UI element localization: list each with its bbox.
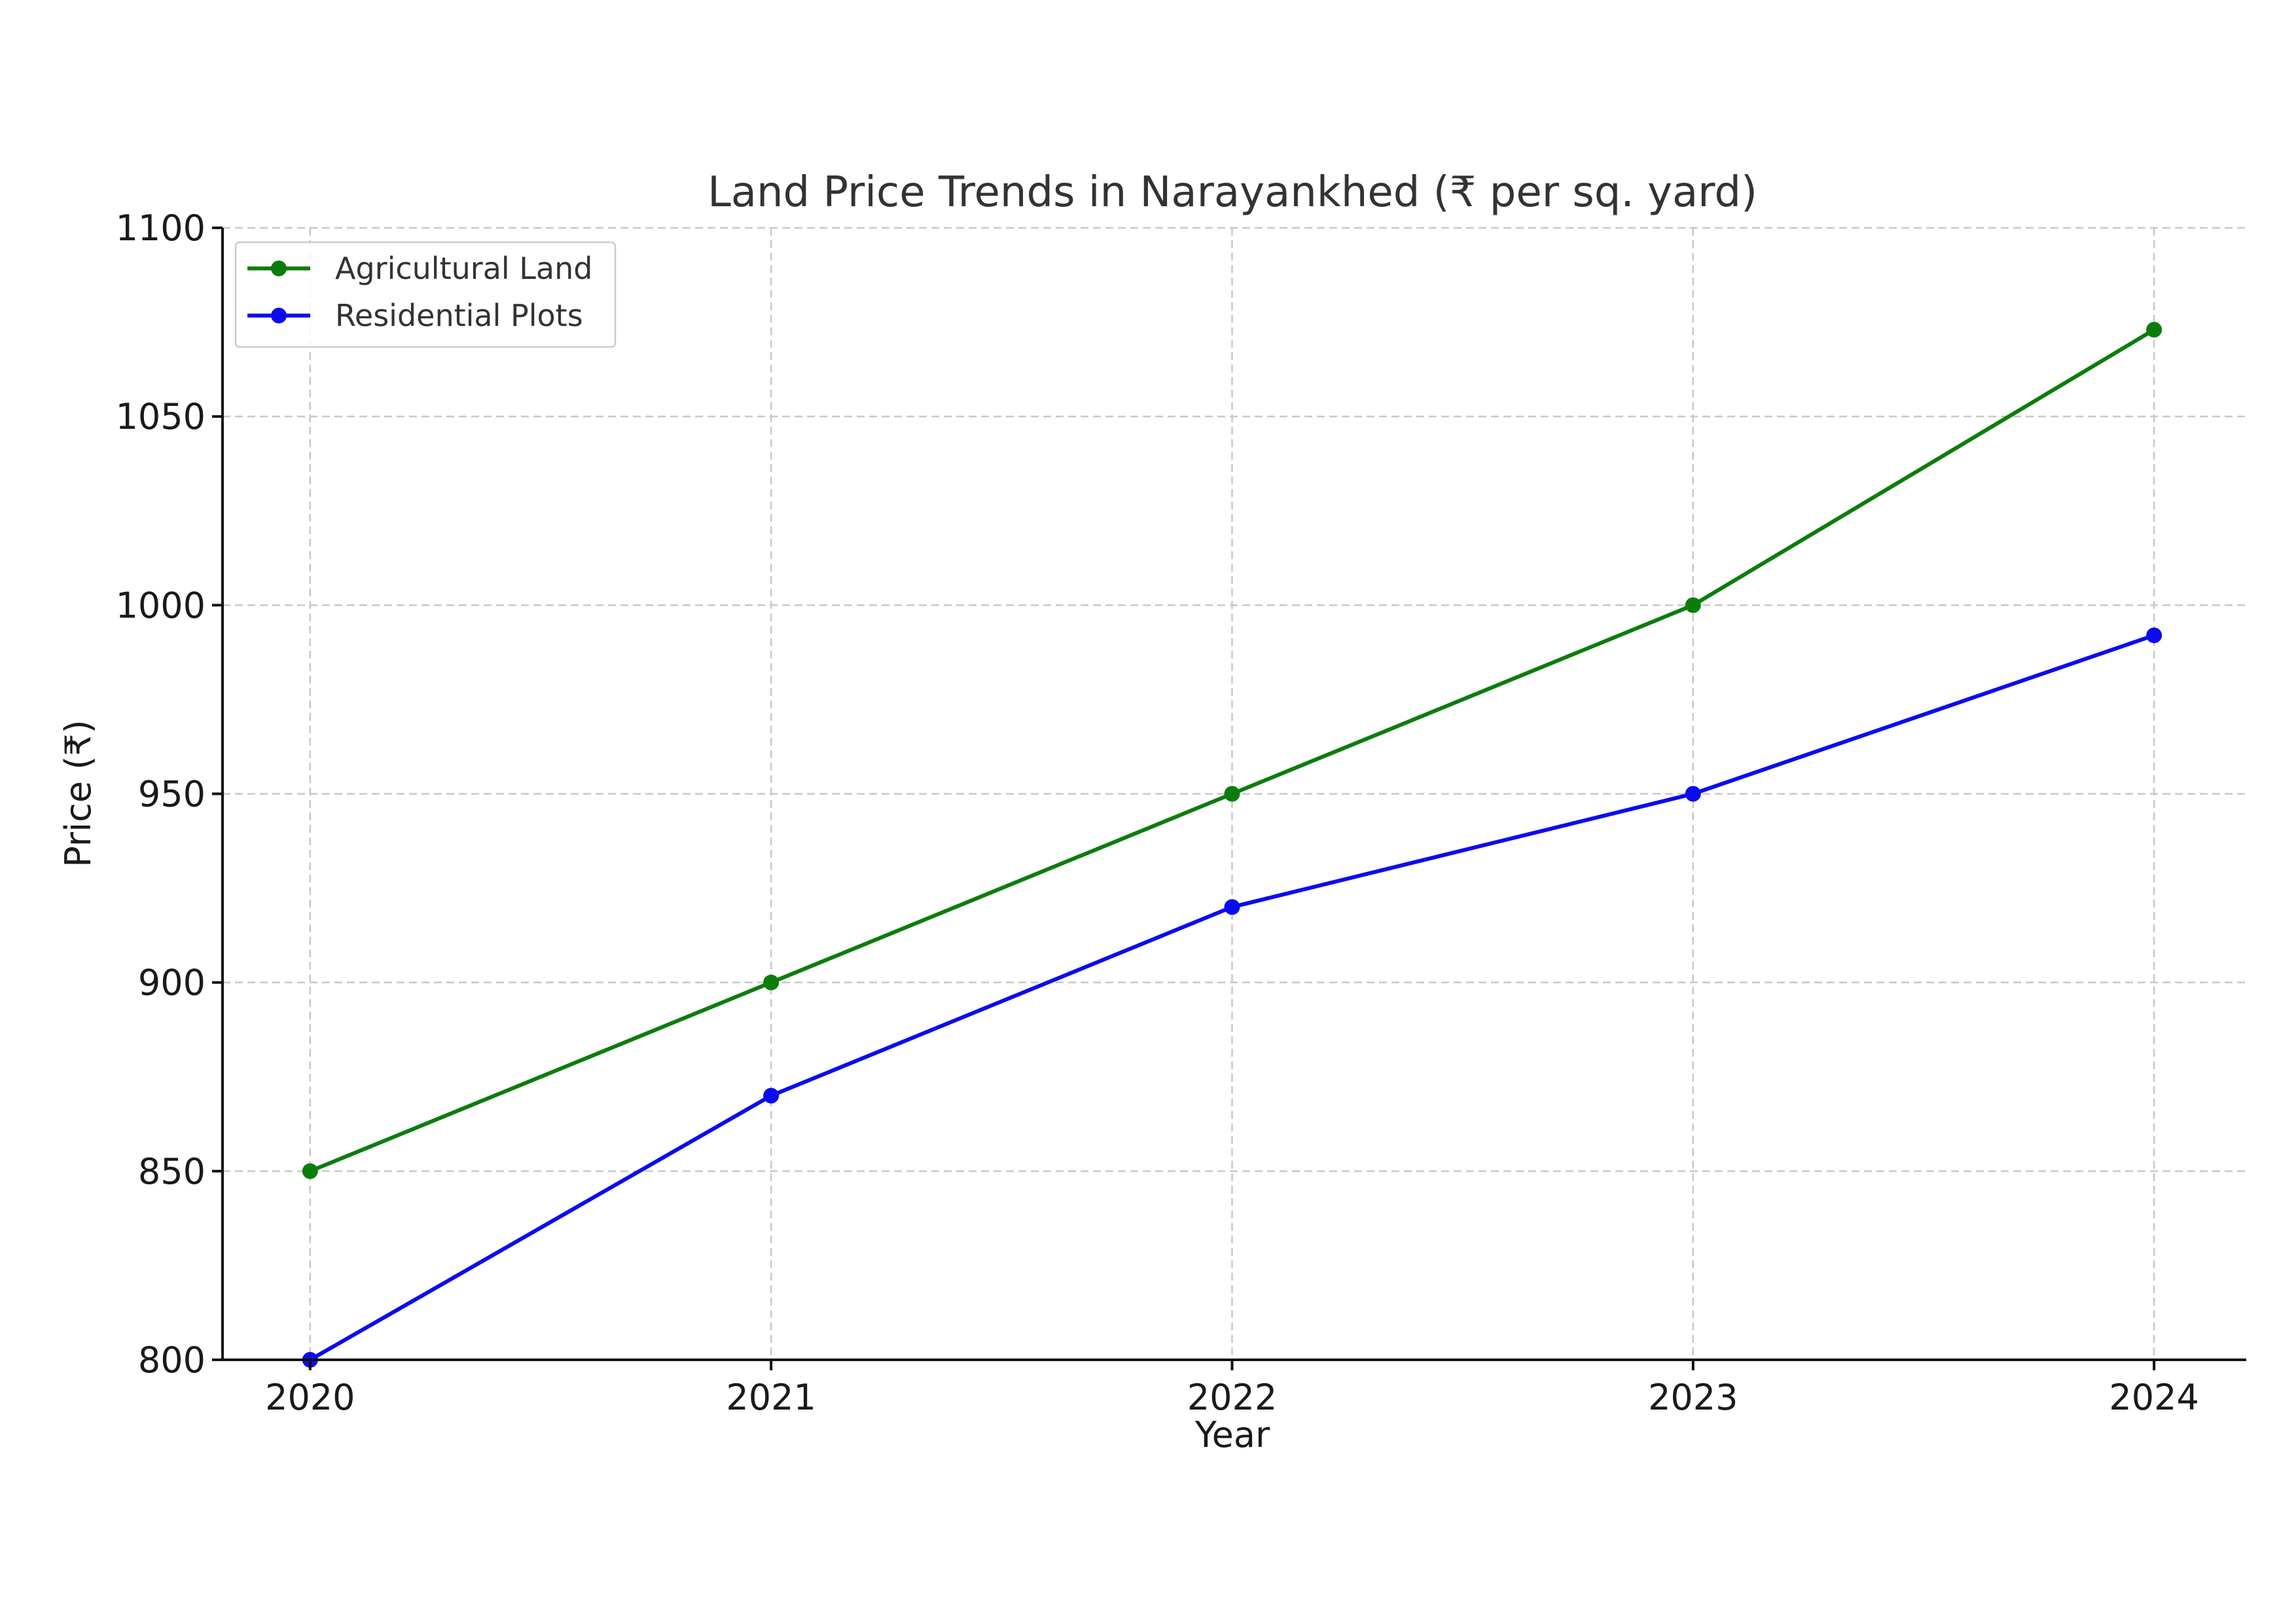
data-point-residential-plots-2021	[763, 1087, 780, 1104]
legend-entry-agricultural-land: Agricultural Land	[247, 251, 592, 286]
legend-label: Agricultural Land	[335, 251, 592, 286]
series-group	[302, 321, 2162, 1368]
x-tick-label-2024: 2024	[2109, 1377, 2198, 1418]
x-axis-ticks: 2020 2021 2022 2023 2024	[265, 1360, 2199, 1418]
y-tick-label-1050: 1050	[116, 396, 206, 437]
y-tick-label-800: 800	[138, 1340, 206, 1381]
data-point-agricultural-land-2021	[763, 974, 780, 991]
legend-entry-residential-plots: Residential Plots	[247, 298, 583, 333]
data-point-agricultural-land-2023	[1685, 597, 1701, 613]
chart-title: Land Price Trends in Narayankhed (₹ per …	[708, 168, 1757, 217]
legend-swatch-marker	[271, 261, 287, 276]
legend-swatch-marker	[271, 308, 287, 323]
data-point-residential-plots-2023	[1685, 786, 1701, 802]
y-tick-label-850: 850	[138, 1151, 206, 1192]
data-point-agricultural-land-2020	[302, 1163, 318, 1179]
y-tick-label-1100: 1100	[116, 208, 206, 249]
x-tick-label-2022: 2022	[1187, 1377, 1277, 1418]
x-axis-label: Year	[1194, 1414, 1270, 1455]
data-point-agricultural-land-2024	[2146, 321, 2162, 338]
data-point-agricultural-land-2022	[1224, 786, 1240, 802]
series-agricultural-land	[302, 321, 2162, 1179]
y-tick-label-950: 950	[138, 774, 206, 815]
y-axis-label: Price (₹)	[58, 720, 99, 867]
x-tick-label-2020: 2020	[265, 1377, 355, 1418]
legend: Agricultural Land Residential Plots	[234, 241, 617, 348]
y-axis-ticks: 800 850 900 950 1000 1050 1100	[116, 208, 223, 1381]
data-point-residential-plots-2022	[1224, 899, 1240, 915]
series-residential-plots	[302, 627, 2162, 1368]
y-tick-label-1000: 1000	[116, 585, 206, 626]
y-tick-label-900: 900	[138, 962, 206, 1004]
legend-frame	[234, 241, 617, 348]
x-tick-label-2023: 2023	[1648, 1377, 1738, 1418]
legend-label: Residential Plots	[335, 298, 583, 333]
data-point-residential-plots-2024	[2146, 627, 2162, 644]
x-tick-label-2021: 2021	[726, 1377, 816, 1418]
